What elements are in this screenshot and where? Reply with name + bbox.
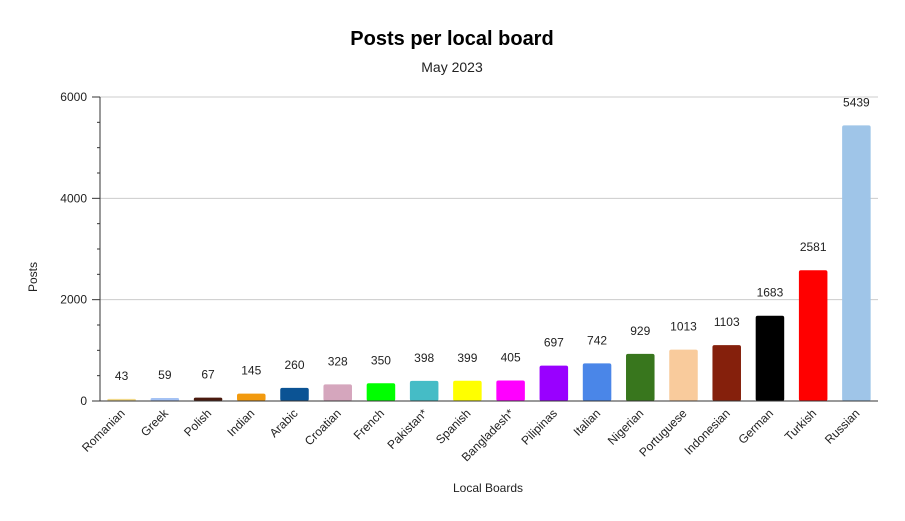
bar-romanian: [107, 398, 136, 401]
bar-german: [755, 315, 785, 401]
x-tick-label: French: [351, 406, 387, 442]
data-label: 2581: [800, 240, 827, 254]
x-tick-label: German: [736, 406, 777, 447]
data-label: 260: [284, 358, 304, 372]
x-tick-label: Nigerian: [605, 406, 647, 448]
bar-pilipinas: [539, 365, 569, 401]
y-tick-label: 6000: [60, 90, 87, 104]
x-tick-label: Italian: [571, 406, 604, 439]
x-tick-label: Pilipinas: [518, 406, 560, 448]
y-tick-label: 4000: [60, 191, 87, 205]
x-tick-label: Spanish: [433, 406, 474, 447]
bar-croatian: [323, 384, 352, 401]
x-tick-label: Indian: [224, 406, 257, 439]
x-tick-label: Russian: [822, 406, 863, 447]
x-tick-label: Pakistan*: [385, 406, 431, 452]
data-label: 5439: [843, 95, 870, 109]
bar-turkish: [798, 270, 828, 401]
x-tick-label: Turkish: [782, 406, 819, 443]
x-tick-label: Arabic: [267, 406, 301, 440]
x-tick-label: Romanian: [79, 406, 128, 455]
bar-arabic: [280, 387, 309, 401]
bar-polish: [193, 397, 223, 401]
data-label: 43: [115, 369, 129, 383]
data-label: 929: [630, 324, 650, 338]
data-label: 697: [544, 336, 564, 350]
x-tick-label: Croatian: [302, 406, 344, 448]
data-label: 1683: [757, 286, 784, 300]
bar-spanish: [453, 380, 482, 401]
chart-subtitle: May 2023: [421, 59, 483, 75]
chart-title: Posts per local board: [350, 28, 553, 50]
x-axis-label: Local Boards: [453, 481, 523, 495]
data-label: 1103: [714, 315, 740, 329]
y-tick-label: 0: [80, 394, 87, 408]
y-tick-label: 2000: [60, 293, 87, 307]
x-tick-label: Polish: [181, 406, 214, 439]
bar-indian: [237, 393, 266, 401]
bar-italian: [582, 363, 612, 401]
axes: [92, 96, 878, 402]
y-axis-label: Posts: [26, 262, 40, 292]
x-tick-label: Indonesian: [681, 406, 732, 457]
bar-portuguese: [669, 349, 698, 401]
data-label: 399: [457, 351, 477, 365]
x-tick-label: Greek: [138, 406, 172, 440]
bar-bangladesh: [496, 380, 525, 401]
bar-nigerian: [626, 353, 655, 401]
bar-greek: [150, 398, 180, 401]
bar-russian: [842, 125, 871, 401]
labels: 0 2000 4000 6000 43 Romanian 59 Greek 67 Polish 14…: [60, 90, 870, 464]
data-label: 67: [201, 368, 215, 382]
data-label: 742: [587, 333, 607, 347]
bar-pakistan: [409, 380, 439, 401]
data-label: 350: [371, 353, 391, 367]
data-label: 405: [501, 350, 521, 364]
bar-indonesian: [712, 345, 741, 401]
gridlines: [100, 96, 878, 301]
bar-french: [366, 383, 396, 401]
data-label: 59: [158, 368, 172, 382]
x-tick-label: Portuguese: [636, 406, 690, 460]
data-label: 1013: [670, 320, 697, 334]
data-label: 398: [414, 351, 434, 365]
data-label: 145: [241, 364, 261, 378]
data-label: 328: [328, 354, 348, 368]
bars: [107, 125, 871, 401]
